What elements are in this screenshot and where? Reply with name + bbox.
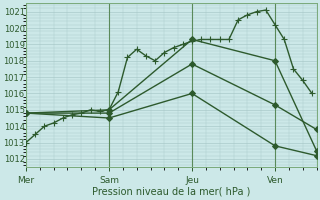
X-axis label: Pression niveau de la mer( hPa ): Pression niveau de la mer( hPa ) (92, 187, 251, 197)
